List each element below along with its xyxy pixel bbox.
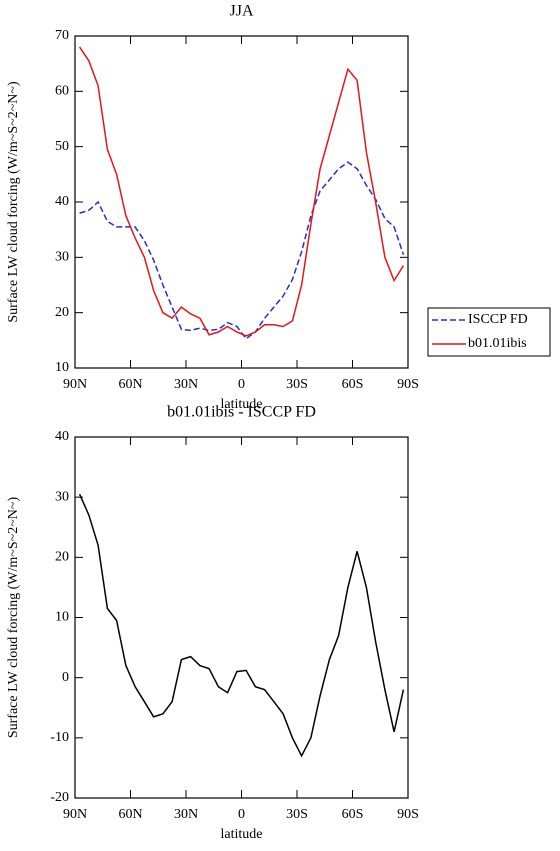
y-axis-label: Surface LW cloud forcing (W/m~S~2~N~) bbox=[6, 81, 21, 323]
x-tick-label: 90N bbox=[63, 807, 87, 822]
y-tick-label: 10 bbox=[55, 360, 69, 375]
x-tick-label: 60S bbox=[342, 377, 364, 392]
chart-title: JJA bbox=[229, 3, 253, 20]
y-tick-label: 30 bbox=[55, 489, 69, 504]
y-tick-label: 50 bbox=[55, 139, 69, 154]
x-tick-label: 30S bbox=[286, 377, 308, 392]
chart-title: b01.01ibis - ISCCP FD bbox=[167, 404, 316, 421]
y-tick-label: 0 bbox=[62, 670, 69, 685]
legend-box bbox=[427, 307, 551, 357]
data-line bbox=[78, 493, 405, 758]
x-tick-label: 30N bbox=[174, 807, 198, 822]
data-line bbox=[78, 46, 405, 337]
x-tick-label: 60S bbox=[342, 807, 364, 822]
x-tick-label: 30N bbox=[174, 377, 198, 392]
y-tick-label: 20 bbox=[55, 550, 69, 565]
y-tick-label: 20 bbox=[55, 305, 69, 320]
plot-frame bbox=[74, 436, 409, 799]
x-tick-label: 30S bbox=[286, 807, 308, 822]
y-tick-label: -10 bbox=[50, 730, 69, 745]
data-line bbox=[79, 161, 405, 340]
legend-label: ISCCP FD bbox=[468, 312, 528, 327]
x-tick-label: 90S bbox=[397, 807, 419, 822]
y-tick-label: 10 bbox=[55, 610, 69, 625]
y-tick-label: 40 bbox=[55, 194, 69, 209]
x-tick-label: 0 bbox=[238, 807, 245, 822]
x-tick-label: 60N bbox=[118, 377, 142, 392]
x-tick-label: 0 bbox=[238, 377, 245, 392]
x-tick-label: 60N bbox=[118, 807, 142, 822]
y-tick-label: 70 bbox=[55, 28, 69, 43]
y-tick-label: 60 bbox=[55, 84, 69, 99]
y-axis-label: Surface LW cloud forcing (W/m~S~2~N~) bbox=[6, 497, 21, 739]
x-axis-label: latitude bbox=[221, 397, 263, 412]
y-tick-label: 40 bbox=[55, 429, 69, 444]
y-tick-label: -20 bbox=[50, 790, 69, 805]
legend-label: b01.01ibis bbox=[468, 336, 527, 351]
x-tick-label: 90S bbox=[397, 377, 419, 392]
y-tick-label: 30 bbox=[55, 250, 69, 265]
x-tick-label: 90N bbox=[63, 377, 87, 392]
x-axis-label: latitude bbox=[221, 827, 263, 842]
